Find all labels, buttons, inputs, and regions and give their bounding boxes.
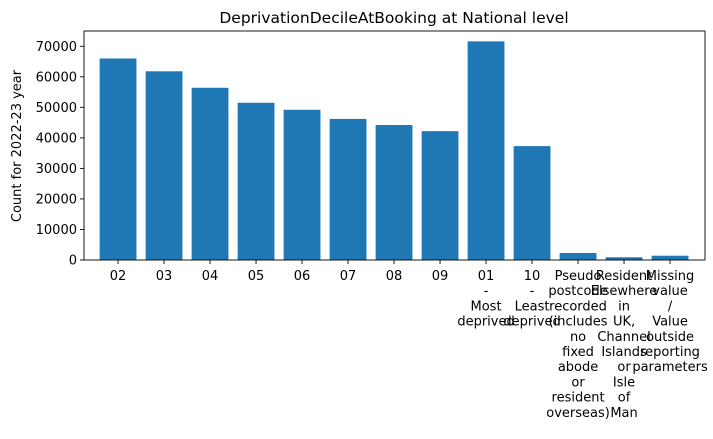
x-tick-label: 05 [248,269,265,284]
x-tick-label: Pseudo [555,269,602,284]
x-tick-label: / [668,299,673,314]
y-tick-label: 30000 [36,162,77,177]
bar-11 [559,252,597,260]
x-tick-label: 08 [386,269,403,284]
x-tick-label: 01 [478,269,495,284]
chart-title: DeprivationDecileAtBooking at National l… [219,9,568,27]
x-tick-label: 03 [156,269,173,284]
y-tick-label: 70000 [36,40,77,55]
x-tick-label: parameters [632,360,708,375]
x-tick-label: fixed [562,345,594,360]
bar-4 [237,102,275,260]
bar-10 [513,146,551,260]
bar-1 [99,58,137,261]
x-tick-label: deprived [503,315,560,330]
x-tick-label: outside [646,330,694,345]
x-tick-label: value [652,284,688,299]
axes-frame [83,30,706,261]
x-tick-label: - [484,284,489,299]
x-tick-label: no [570,330,586,345]
x-tick-label: deprived [457,315,514,330]
x-tick-label: 04 [202,269,219,284]
x-tick-label: or [571,375,585,390]
y-tick-label: 50000 [36,101,77,116]
y-axis-label: Count for 2022-23 year [10,69,25,222]
y-tick-label: 40000 [36,131,77,146]
bar-3 [191,87,229,260]
x-tick-label: 07 [340,269,357,284]
y-tick-label: 0 [69,254,77,269]
x-tick-label: or [617,360,631,375]
y-tick-label: 10000 [36,223,77,238]
bar-6 [329,118,367,260]
x-tick-label: Elsewhere [591,284,658,299]
x-tick-label: 09 [432,269,449,284]
x-tick-label: 06 [294,269,311,284]
x-tick-label: reporting [640,345,700,360]
x-tick-label: Man [610,406,637,421]
x-tick-label: - [530,284,535,299]
bar-5 [283,109,321,260]
bar-7 [375,125,413,260]
bar-2 [145,71,183,260]
plot-area: 0 10000 20000 30000 40000 50000 60000 70000 02 03… [36,30,708,421]
y-tick-label: 20000 [36,192,77,207]
x-tick-label: Isle [613,375,635,390]
x-tick-label: Least [515,299,550,314]
x-tick-label: of [618,391,631,406]
x-tick-label: Most [471,299,502,314]
y-tick-label: 60000 [36,70,77,85]
bar-12 [605,257,643,260]
x-tick-label: (includes [549,315,608,330]
x-tick-label: Missing [646,269,694,284]
x-tick-label: resident [552,391,605,406]
x-tick-label: recorded [549,299,607,314]
bar-9 [467,41,505,260]
bar-8 [421,131,459,260]
x-tick-label: Resident [596,269,652,284]
x-tick-label: 02 [110,269,127,284]
x-tick-label: UK, [613,315,635,330]
x-tick-label: Islands [601,345,647,360]
x-tick-label: 10 [524,269,541,284]
x-tick-label: abode [558,360,598,375]
x-tick-label: in [618,299,630,314]
x-tick-label: postcode [548,284,607,299]
x-tick-label: Value [652,315,688,330]
x-tick-label: overseas) [546,406,610,421]
x-tick-label: Channel [597,330,650,345]
bar-13 [651,255,689,260]
